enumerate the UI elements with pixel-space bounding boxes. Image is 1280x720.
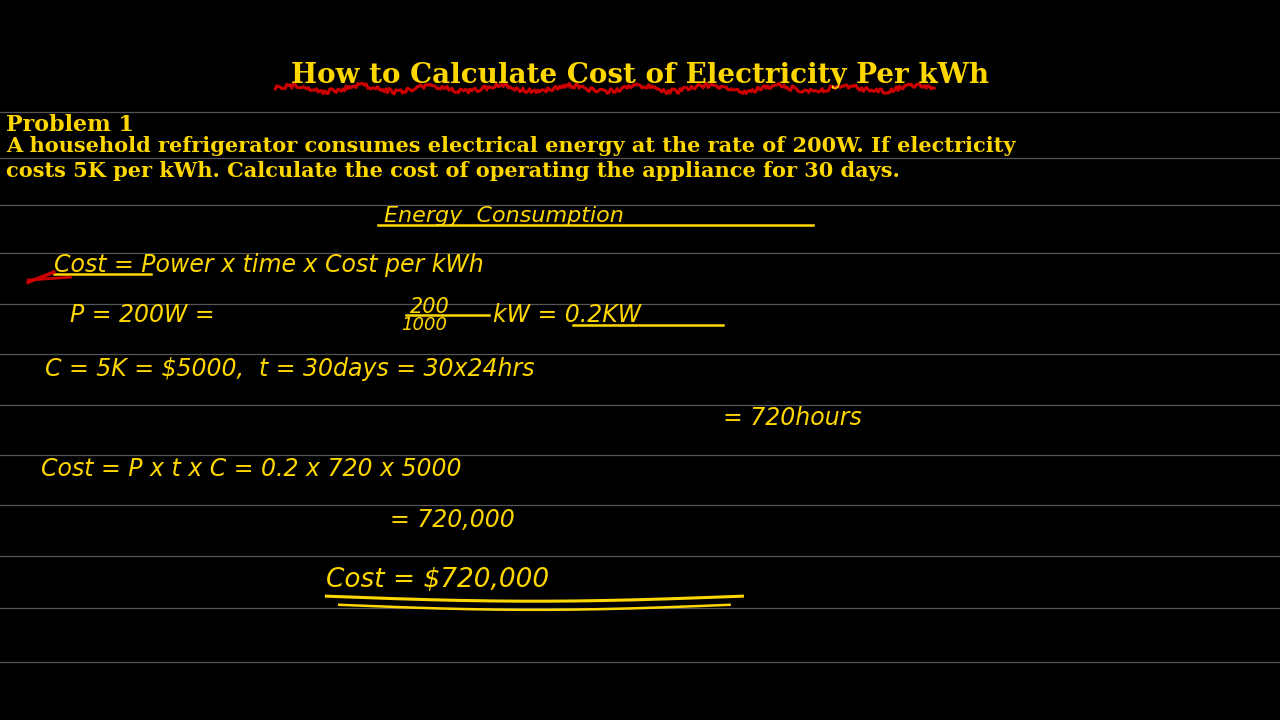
Text: = 720hours: = 720hours: [723, 405, 861, 430]
Text: Cost = P x t x C = 0.2 x 720 x 5000: Cost = P x t x C = 0.2 x 720 x 5000: [41, 457, 462, 482]
Text: Cost = $720,000: Cost = $720,000: [326, 567, 549, 593]
Text: Cost = Power x time x Cost per kWh: Cost = Power x time x Cost per kWh: [54, 253, 484, 277]
Text: Problem 1: Problem 1: [6, 114, 134, 136]
Text: costs 5K per kWh. Calculate the cost of operating the appliance for 30 days.: costs 5K per kWh. Calculate the cost of …: [6, 161, 900, 181]
Text: A household refrigerator consumes electrical energy at the rate of 200W. If elec: A household refrigerator consumes electr…: [6, 136, 1016, 156]
Text: C = 5K = $5000,  t = 30days = 30x24hrs: C = 5K = $5000, t = 30days = 30x24hrs: [45, 356, 534, 381]
Text: Energy  Consumption: Energy Consumption: [384, 206, 623, 226]
Text: kW = 0.2KW: kW = 0.2KW: [493, 303, 641, 328]
Text: P = 200W =: P = 200W =: [70, 303, 215, 328]
Text: 1000: 1000: [401, 316, 447, 334]
Text: = 720,000: = 720,000: [390, 508, 515, 532]
Text: How to Calculate Cost of Electricity Per kWh: How to Calculate Cost of Electricity Per…: [291, 62, 989, 89]
Text: 200: 200: [410, 297, 449, 317]
